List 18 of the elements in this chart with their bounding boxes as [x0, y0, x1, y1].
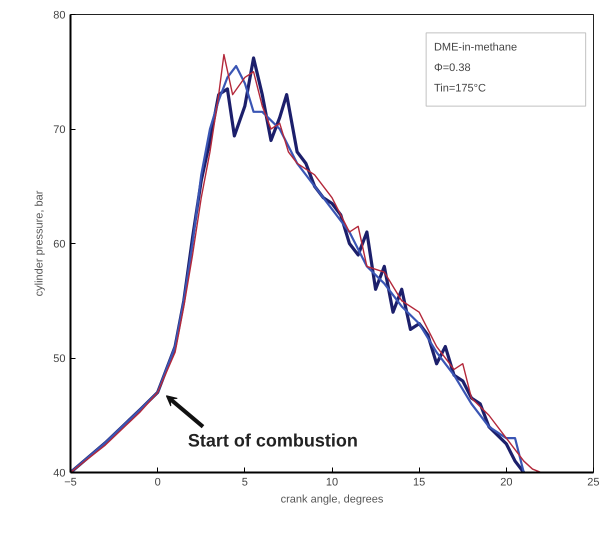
x-tick-label: 20	[500, 476, 512, 488]
y-tick-label: 80	[53, 10, 66, 22]
annotation: Tin=175°C	[434, 82, 486, 95]
y-tick-label: 60	[53, 238, 66, 250]
y-tick-label: 70	[53, 124, 66, 136]
y-tick-label: 50	[53, 353, 66, 365]
annotation: Φ=0.38	[434, 62, 471, 74]
x-tick-label: −5	[64, 476, 77, 488]
x-tick-label: 0	[154, 476, 161, 488]
x-axis-title: crank angle, degrees	[280, 494, 384, 506]
y-tick-label: 40	[53, 468, 66, 480]
y-axis-title: cylinder pressure, bar	[33, 190, 46, 296]
x-tick-label: 25	[587, 476, 599, 488]
annotation: Start of combustion	[188, 430, 358, 450]
x-tick-label: 15	[413, 476, 426, 488]
x-tick-label: 5	[242, 476, 248, 488]
annotation: DME-in-methane	[434, 41, 518, 54]
x-tick-label: 10	[326, 476, 338, 488]
